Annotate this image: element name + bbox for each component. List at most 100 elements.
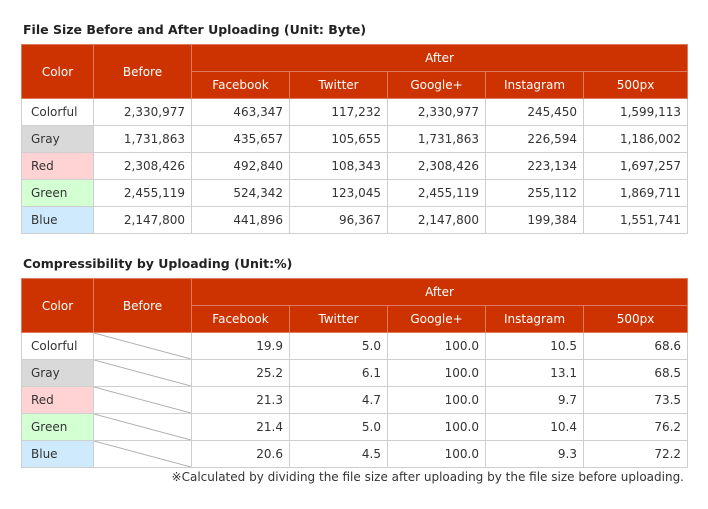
value-cell: 4.7 [289,386,388,414]
service-header-facebook: Facebook [191,71,290,99]
service-header-500px: 500px [582,71,689,99]
file-size-table: Color Before After Facebook Twitter Goog… [21,44,689,234]
color-label: Gray [21,125,94,153]
value-cell: 10.4 [485,413,584,441]
value-cell: 223,134 [485,152,584,180]
color-header: Color [21,44,94,99]
service-header-instagram: Instagram [485,71,584,99]
service-header-googleplus: Google+ [387,305,486,333]
value-cell: 1,551,741 [582,206,689,234]
after-header: After [190,44,689,72]
value-cell: 76.2 [582,413,689,441]
before-value: 2,455,119 [93,179,192,207]
service-header-twitter: Twitter [289,305,388,333]
color-label: Green [21,179,94,207]
table-row: Gray 25.2 6.1 100.0 13.1 68.5 [21,359,689,387]
value-cell: 226,594 [485,125,584,153]
table-row: Gray 1,731,863 435,657 105,655 1,731,863… [21,125,689,153]
value-cell: 1,186,002 [582,125,689,153]
before-value: 2,308,426 [93,152,192,180]
value-cell: 6.1 [289,359,388,387]
value-cell: 13.1 [485,359,584,387]
value-cell: 524,342 [191,179,290,207]
calculation-note: ※Calculated by dividing the file size af… [171,470,684,484]
value-cell: 68.5 [582,359,689,387]
empty-diagonal-cell [93,440,192,468]
value-cell: 435,657 [191,125,290,153]
value-cell: 108,343 [289,152,388,180]
value-cell: 9.3 [485,440,584,468]
color-label: Blue [21,206,94,234]
color-label: Blue [21,440,94,468]
table-row: Blue 2,147,800 441,896 96,367 2,147,800 … [21,206,689,234]
value-cell: 2,147,800 [387,206,486,234]
service-header-instagram: Instagram [485,305,584,333]
before-header: Before [93,278,192,333]
table-row: Red 2,308,426 492,840 108,343 2,308,426 … [21,152,689,180]
before-value: 1,731,863 [93,125,192,153]
color-label: Gray [21,359,94,387]
value-cell: 19.9 [191,332,290,360]
value-cell: 123,045 [289,179,388,207]
value-cell: 1,599,113 [582,98,689,126]
table-row: Colorful 2,330,977 463,347 117,232 2,330… [21,98,689,126]
service-header-facebook: Facebook [191,305,290,333]
value-cell: 441,896 [191,206,290,234]
table-row: Colorful 19.9 5.0 100.0 10.5 68.6 [21,332,689,360]
value-cell: 2,308,426 [387,152,486,180]
empty-diagonal-cell [93,386,192,414]
table1-title: File Size Before and After Uploading (Un… [23,22,367,37]
value-cell: 463,347 [191,98,290,126]
before-value: 2,147,800 [93,206,192,234]
value-cell: 255,112 [485,179,584,207]
value-cell: 5.0 [289,413,388,441]
color-label: Colorful [21,332,94,360]
value-cell: 25.2 [191,359,290,387]
empty-diagonal-cell [93,413,192,441]
table-row: Blue 20.6 4.5 100.0 9.3 72.2 [21,440,689,468]
color-label: Green [21,413,94,441]
value-cell: 4.5 [289,440,388,468]
value-cell: 68.6 [582,332,689,360]
service-header-500px: 500px [582,305,689,333]
value-cell: 105,655 [289,125,388,153]
value-cell: 73.5 [582,386,689,414]
value-cell: 9.7 [485,386,584,414]
table2-title: Compressibility by Uploading (Unit:%) [23,256,293,271]
value-cell: 199,384 [485,206,584,234]
value-cell: 21.3 [191,386,290,414]
value-cell: 100.0 [387,332,486,360]
value-cell: 100.0 [387,413,486,441]
color-label: Red [21,152,94,180]
value-cell: 1,731,863 [387,125,486,153]
value-cell: 96,367 [289,206,388,234]
value-cell: 100.0 [387,386,486,414]
value-cell: 100.0 [387,359,486,387]
value-cell: 20.6 [191,440,290,468]
value-cell: 21.4 [191,413,290,441]
value-cell: 245,450 [485,98,584,126]
value-cell: 2,455,119 [387,179,486,207]
value-cell: 10.5 [485,332,584,360]
before-header: Before [93,44,192,99]
value-cell: 100.0 [387,440,486,468]
empty-diagonal-cell [93,359,192,387]
value-cell: 72.2 [582,440,689,468]
service-header-googleplus: Google+ [387,71,486,99]
color-label: Colorful [21,98,94,126]
after-header: After [190,278,689,306]
service-header-twitter: Twitter [289,71,388,99]
value-cell: 2,330,977 [387,98,486,126]
empty-diagonal-cell [93,332,192,360]
color-header: Color [21,278,94,333]
value-cell: 5.0 [289,332,388,360]
value-cell: 492,840 [191,152,290,180]
compressibility-table: Color Before After Facebook Twitter Goog… [21,278,689,468]
color-label: Red [21,386,94,414]
table-row: Red 21.3 4.7 100.0 9.7 73.5 [21,386,689,414]
value-cell: 1,697,257 [582,152,689,180]
table-row: Green 2,455,119 524,342 123,045 2,455,11… [21,179,689,207]
value-cell: 1,869,711 [582,179,689,207]
before-value: 2,330,977 [93,98,192,126]
value-cell: 117,232 [289,98,388,126]
